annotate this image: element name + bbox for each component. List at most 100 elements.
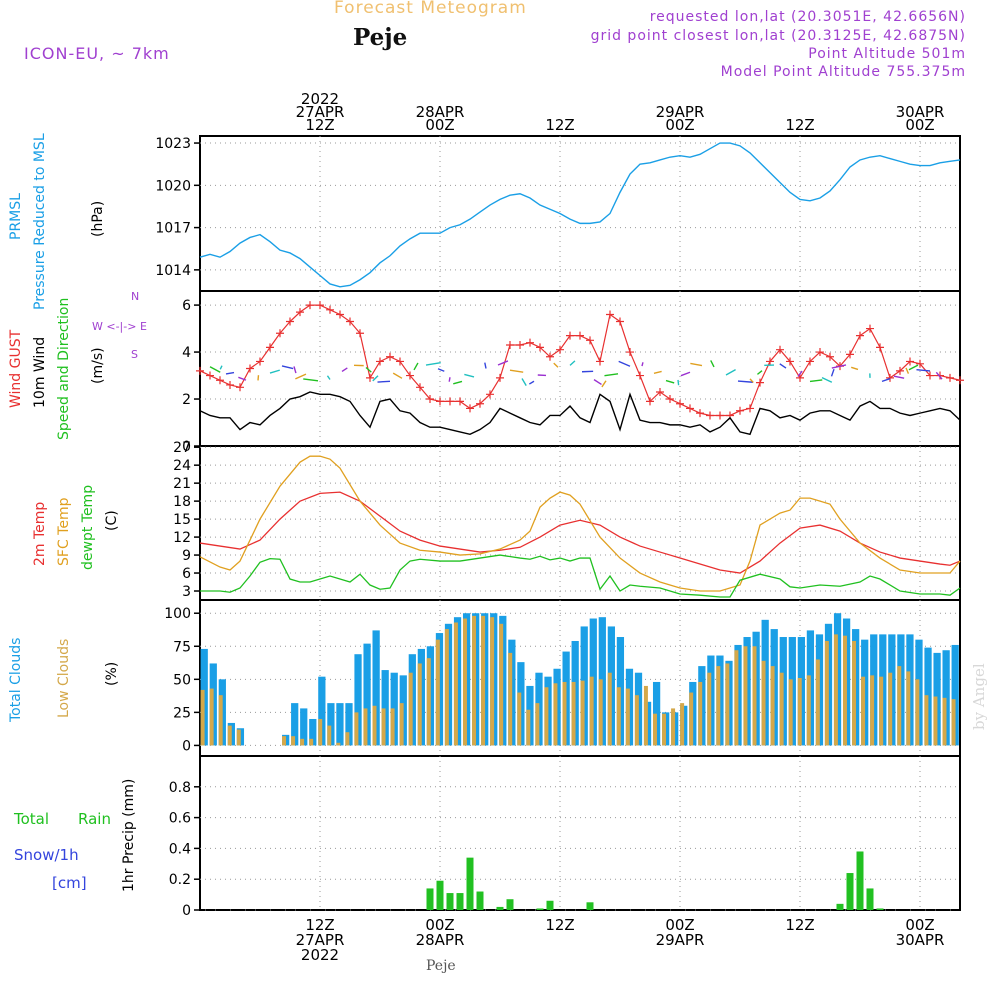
clouds-unit-label: (%)	[104, 661, 120, 686]
low-cloud-bar	[399, 703, 404, 746]
low-cloud-bar	[761, 660, 766, 746]
model-altitude: Model Point Altitude 755.375m	[720, 64, 966, 80]
wind-gust-point	[636, 371, 644, 380]
temperature-ytick-label: 18	[173, 494, 191, 510]
low-cloud-bar	[381, 708, 386, 746]
wind-direction-arrow	[209, 366, 221, 373]
wind-gust-point	[526, 338, 534, 347]
low-cloud-bar	[227, 725, 232, 746]
wind-direction-arrow	[448, 377, 451, 382]
rain-bar	[876, 908, 884, 910]
wind-gust-point	[586, 336, 594, 345]
snow-label: Snow/1h	[14, 846, 79, 864]
top-time-label: 27APR	[296, 103, 345, 121]
wind-direction-arrow	[779, 363, 787, 369]
wind-gust-point	[736, 406, 744, 415]
rain-bar	[446, 893, 454, 910]
wind-direction-arrow	[851, 366, 859, 371]
rain-bar	[496, 906, 504, 910]
pressure-ytick-label: 1020	[155, 178, 191, 194]
wind-gust-point	[956, 376, 964, 385]
low-cloud-bar	[607, 672, 612, 746]
low-cloud-bar	[897, 666, 902, 746]
top-time-label: 2022	[301, 90, 339, 108]
wind-gust-point	[846, 350, 854, 359]
low-cloud-bar	[444, 629, 449, 746]
precip-ytick-label: 0.4	[169, 841, 191, 857]
temperature-ytick-label: 21	[173, 476, 191, 492]
wind-gust-point	[216, 376, 224, 385]
wind-gust-point	[516, 341, 524, 350]
wind-gust-point	[366, 373, 374, 382]
wind-gust-point	[236, 383, 244, 392]
wind-gust-point	[226, 380, 234, 389]
low-cloud-bar	[408, 672, 413, 746]
temperature-ytick-label: 9	[182, 548, 191, 564]
low-cloud-bar	[915, 679, 920, 746]
low-cloud-bar	[372, 705, 377, 746]
footer-location: Peje	[426, 958, 456, 974]
low-cloud-bar	[417, 663, 422, 746]
grid-point-coords: grid point closest lon,lat (20.3125E, 42…	[590, 28, 966, 44]
low-clouds-label: Low Clouds	[56, 638, 72, 718]
wind-gust-point	[876, 343, 884, 352]
wind-gust-point	[616, 317, 624, 326]
bottom-time-label: 00Z	[905, 916, 934, 934]
wind-gust-point	[376, 357, 384, 366]
wind-direction-arrow	[881, 377, 891, 383]
temperature-panel-frame	[199, 445, 961, 601]
temp-2m-line	[199, 491, 961, 574]
wind-direction-arrow	[935, 371, 943, 380]
wind-direction-arrow	[809, 379, 823, 383]
low-cloud-bar	[453, 622, 458, 746]
low-cloud-bar	[842, 635, 847, 746]
low-cloud-bar	[345, 732, 350, 746]
wind-gust-point	[606, 310, 614, 319]
low-cloud-bar	[318, 718, 323, 746]
wind-direction-arrow	[618, 360, 631, 367]
model-label: ICON-EU, ~ 7km	[24, 44, 170, 63]
total-cloud-bar	[951, 644, 959, 746]
wind-direction-arrow	[601, 380, 607, 388]
wind-panel-frame	[199, 290, 961, 447]
rain-bar	[456, 893, 464, 910]
wind-gust-point	[486, 390, 494, 399]
wind-gust-point	[286, 317, 294, 326]
low-cloud-bar	[662, 713, 667, 746]
wind-direction-arrow	[238, 376, 247, 381]
point-altitude: Point Altitude 501m	[808, 46, 966, 62]
wind-gust-point	[476, 399, 484, 408]
precip-axis-label: 1hr Precip (mm)	[121, 778, 137, 892]
wind-gust-point	[856, 331, 864, 340]
temp-unit-label: (C)	[104, 510, 120, 531]
wind-direction-arrow	[821, 376, 833, 383]
top-time-label: 00Z	[665, 116, 694, 134]
wind-direction-arrow	[641, 362, 644, 367]
chart-title: Forecast Meteogram	[334, 0, 527, 18]
requested-coords: requested lon,lat (20.3051E, 42.6656N)	[649, 9, 966, 25]
wind-gust-point	[926, 371, 934, 380]
total-cloud-bar	[372, 630, 380, 746]
rain-bar	[436, 880, 444, 910]
low-cloud-bar	[562, 681, 567, 746]
wind-gust-point	[946, 373, 954, 382]
wind-gust-point	[276, 329, 284, 338]
wind-ytick-label: 0	[182, 439, 191, 455]
wind-gust-point	[646, 397, 654, 406]
wind-gust-point	[316, 301, 324, 310]
top-time-label: 12Z	[545, 116, 574, 134]
low-cloud-bar	[933, 696, 938, 746]
bottom-time-label: 00Z	[665, 916, 694, 934]
wind-direction-arrow	[269, 369, 280, 374]
temperature-ytick-label: 12	[173, 530, 191, 546]
compass-we: W <-|-> E	[92, 320, 147, 333]
wind-direction-arrow	[365, 366, 372, 373]
bottom-time-label: 30APR	[896, 931, 945, 949]
top-time-label: 00Z	[905, 116, 934, 134]
bottom-time-label: 28APR	[416, 931, 465, 949]
bottom-time-label: 00Z	[425, 916, 454, 934]
wind-gust-point	[436, 397, 444, 406]
wind-direction-arrow	[509, 369, 524, 373]
low-cloud-bar	[336, 742, 341, 746]
precip-ytick-label: 0.8	[169, 780, 191, 796]
